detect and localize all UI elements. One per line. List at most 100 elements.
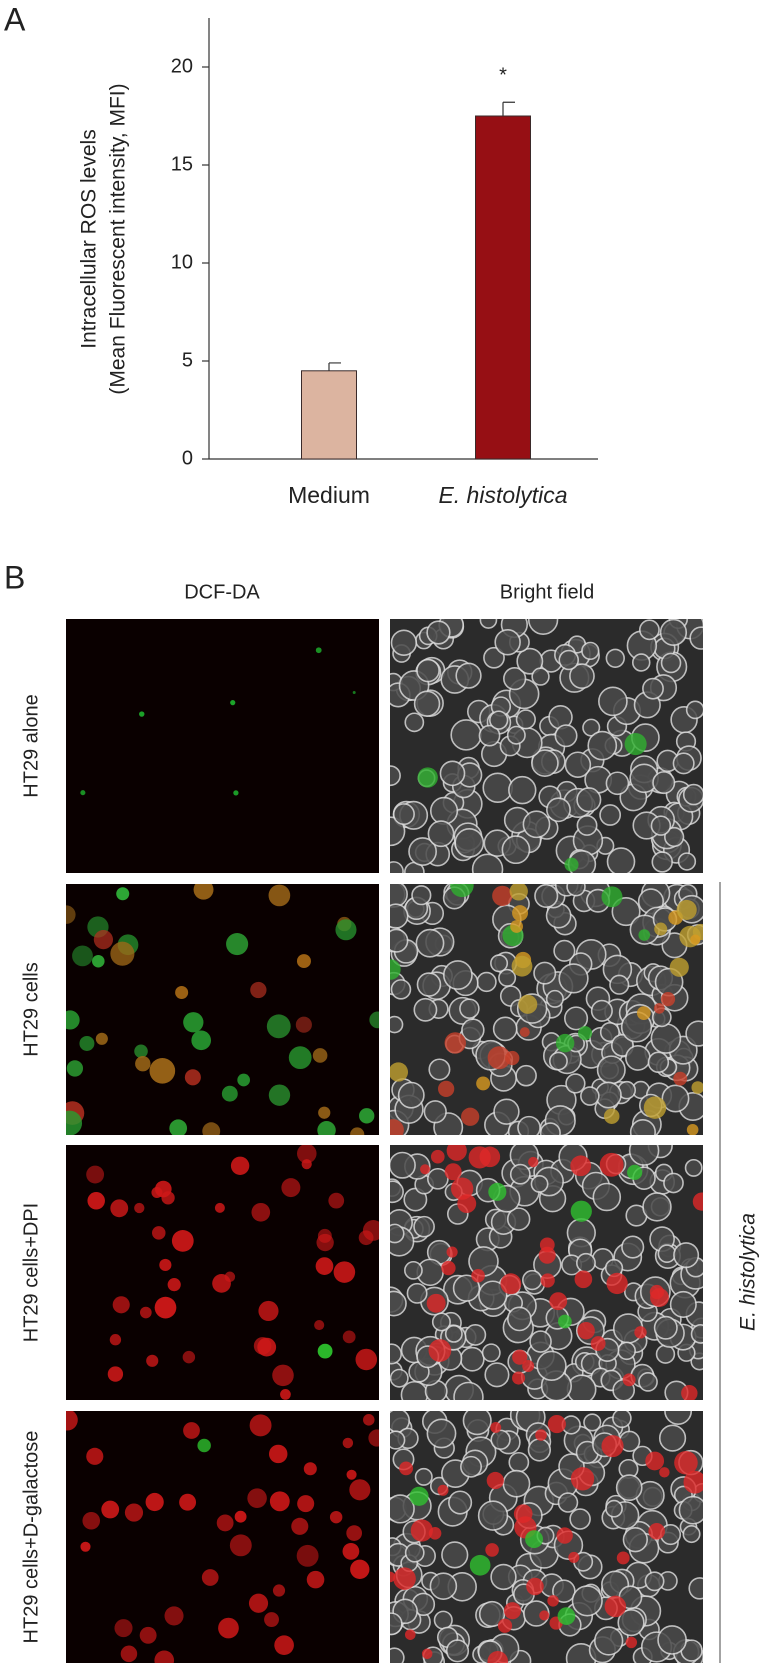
cell xyxy=(428,1058,451,1081)
cell xyxy=(553,939,576,962)
fluorescent-cell xyxy=(214,1202,225,1213)
stained-cell xyxy=(673,1071,688,1086)
cell xyxy=(411,885,432,906)
cell xyxy=(533,961,557,985)
cell xyxy=(404,1260,423,1280)
fluorescent-cell xyxy=(349,1479,371,1501)
cell xyxy=(672,752,695,775)
stained-cell xyxy=(570,1200,592,1222)
fluorescent-cell xyxy=(315,647,322,654)
fluorescent-cell xyxy=(306,1570,325,1589)
fluorescent-cell xyxy=(79,1035,95,1051)
fluorescent-cell xyxy=(234,1510,247,1523)
cell xyxy=(423,1100,447,1124)
cell xyxy=(599,1022,620,1043)
stained-cell xyxy=(604,1595,627,1618)
stained-cell xyxy=(492,885,513,907)
micrograph xyxy=(66,1145,379,1400)
cell xyxy=(454,828,485,858)
error-bar xyxy=(502,101,515,116)
cell xyxy=(471,853,504,873)
cell xyxy=(677,852,697,871)
stained-cell xyxy=(390,1062,409,1082)
cell xyxy=(522,810,551,839)
stained-cell xyxy=(574,1270,593,1289)
fluorescent-cell xyxy=(303,1462,317,1476)
cell xyxy=(490,1563,517,1591)
cell xyxy=(581,641,600,661)
fluorescent-cell xyxy=(301,1159,312,1170)
cell xyxy=(617,1609,645,1637)
fluorescent-cell xyxy=(101,1500,120,1519)
cell xyxy=(615,1474,643,1502)
stained-cell xyxy=(468,1146,491,1169)
cell xyxy=(599,804,622,826)
stained-cell xyxy=(417,767,438,788)
stained-cell xyxy=(686,1123,699,1135)
fluorescent-cell xyxy=(329,1510,343,1524)
cell xyxy=(642,1192,672,1222)
stained-cell xyxy=(691,1081,703,1094)
fluorescent-cell xyxy=(296,954,311,969)
cell xyxy=(617,1341,636,1361)
cell xyxy=(545,989,564,1008)
cell xyxy=(390,1015,404,1034)
cell xyxy=(534,884,559,909)
fluorescent-cell xyxy=(134,1202,145,1214)
row-label: HT29 alone xyxy=(20,694,42,797)
fluorescent-cell xyxy=(297,1495,315,1513)
micrograph xyxy=(390,884,703,1135)
fluorescent-cell xyxy=(92,954,105,968)
cell xyxy=(390,629,418,656)
cell xyxy=(546,797,571,823)
bar xyxy=(301,370,357,460)
cell xyxy=(494,628,521,656)
cell xyxy=(484,1362,510,1388)
cell xyxy=(688,1577,703,1600)
fluorescent-cell xyxy=(288,1046,312,1070)
cell xyxy=(459,998,480,1019)
cell xyxy=(625,1045,651,1071)
cell xyxy=(669,1290,697,1318)
stained-cell xyxy=(487,1651,509,1663)
fluorescent-cell xyxy=(124,1503,144,1522)
cell xyxy=(390,1368,409,1388)
fluorescent-cell xyxy=(350,1559,370,1579)
stained-cell xyxy=(648,1523,665,1540)
cell xyxy=(490,1429,511,1450)
stained-cell xyxy=(692,1192,703,1211)
cell xyxy=(659,619,688,647)
stained-cell xyxy=(557,1607,576,1625)
cell xyxy=(390,1494,415,1524)
cell xyxy=(390,979,412,1000)
cell xyxy=(611,897,641,927)
cell xyxy=(400,1380,429,1400)
cell xyxy=(590,999,613,1022)
cell xyxy=(413,1215,435,1238)
fluorescent-cell xyxy=(268,884,291,907)
cell xyxy=(509,1163,531,1185)
fluorescent-cell xyxy=(164,1606,184,1626)
cell xyxy=(655,1344,676,1364)
fluorescent-cell xyxy=(182,1350,196,1364)
row-label: HT29 cells xyxy=(20,962,42,1056)
cell xyxy=(427,820,455,848)
cell xyxy=(404,712,425,733)
stained-cell xyxy=(624,732,647,756)
cell xyxy=(482,772,513,804)
fluorescent-cell xyxy=(134,1044,148,1059)
fluorescent-cell xyxy=(93,930,114,950)
fluorescent-cell xyxy=(296,1145,317,1164)
fluorescent-cell xyxy=(359,1108,375,1124)
stained-cell xyxy=(690,934,701,945)
cell xyxy=(685,1020,703,1047)
fluorescent-cell xyxy=(154,1650,175,1663)
stained-cell xyxy=(428,1339,452,1362)
stained-cell xyxy=(512,1349,528,1365)
fluorescent-cell xyxy=(175,985,189,999)
cell xyxy=(445,1639,470,1663)
micrograph xyxy=(390,1411,703,1663)
fluorescent-cell xyxy=(197,1438,211,1453)
cell xyxy=(515,1064,537,1087)
stained-cell xyxy=(601,886,623,908)
